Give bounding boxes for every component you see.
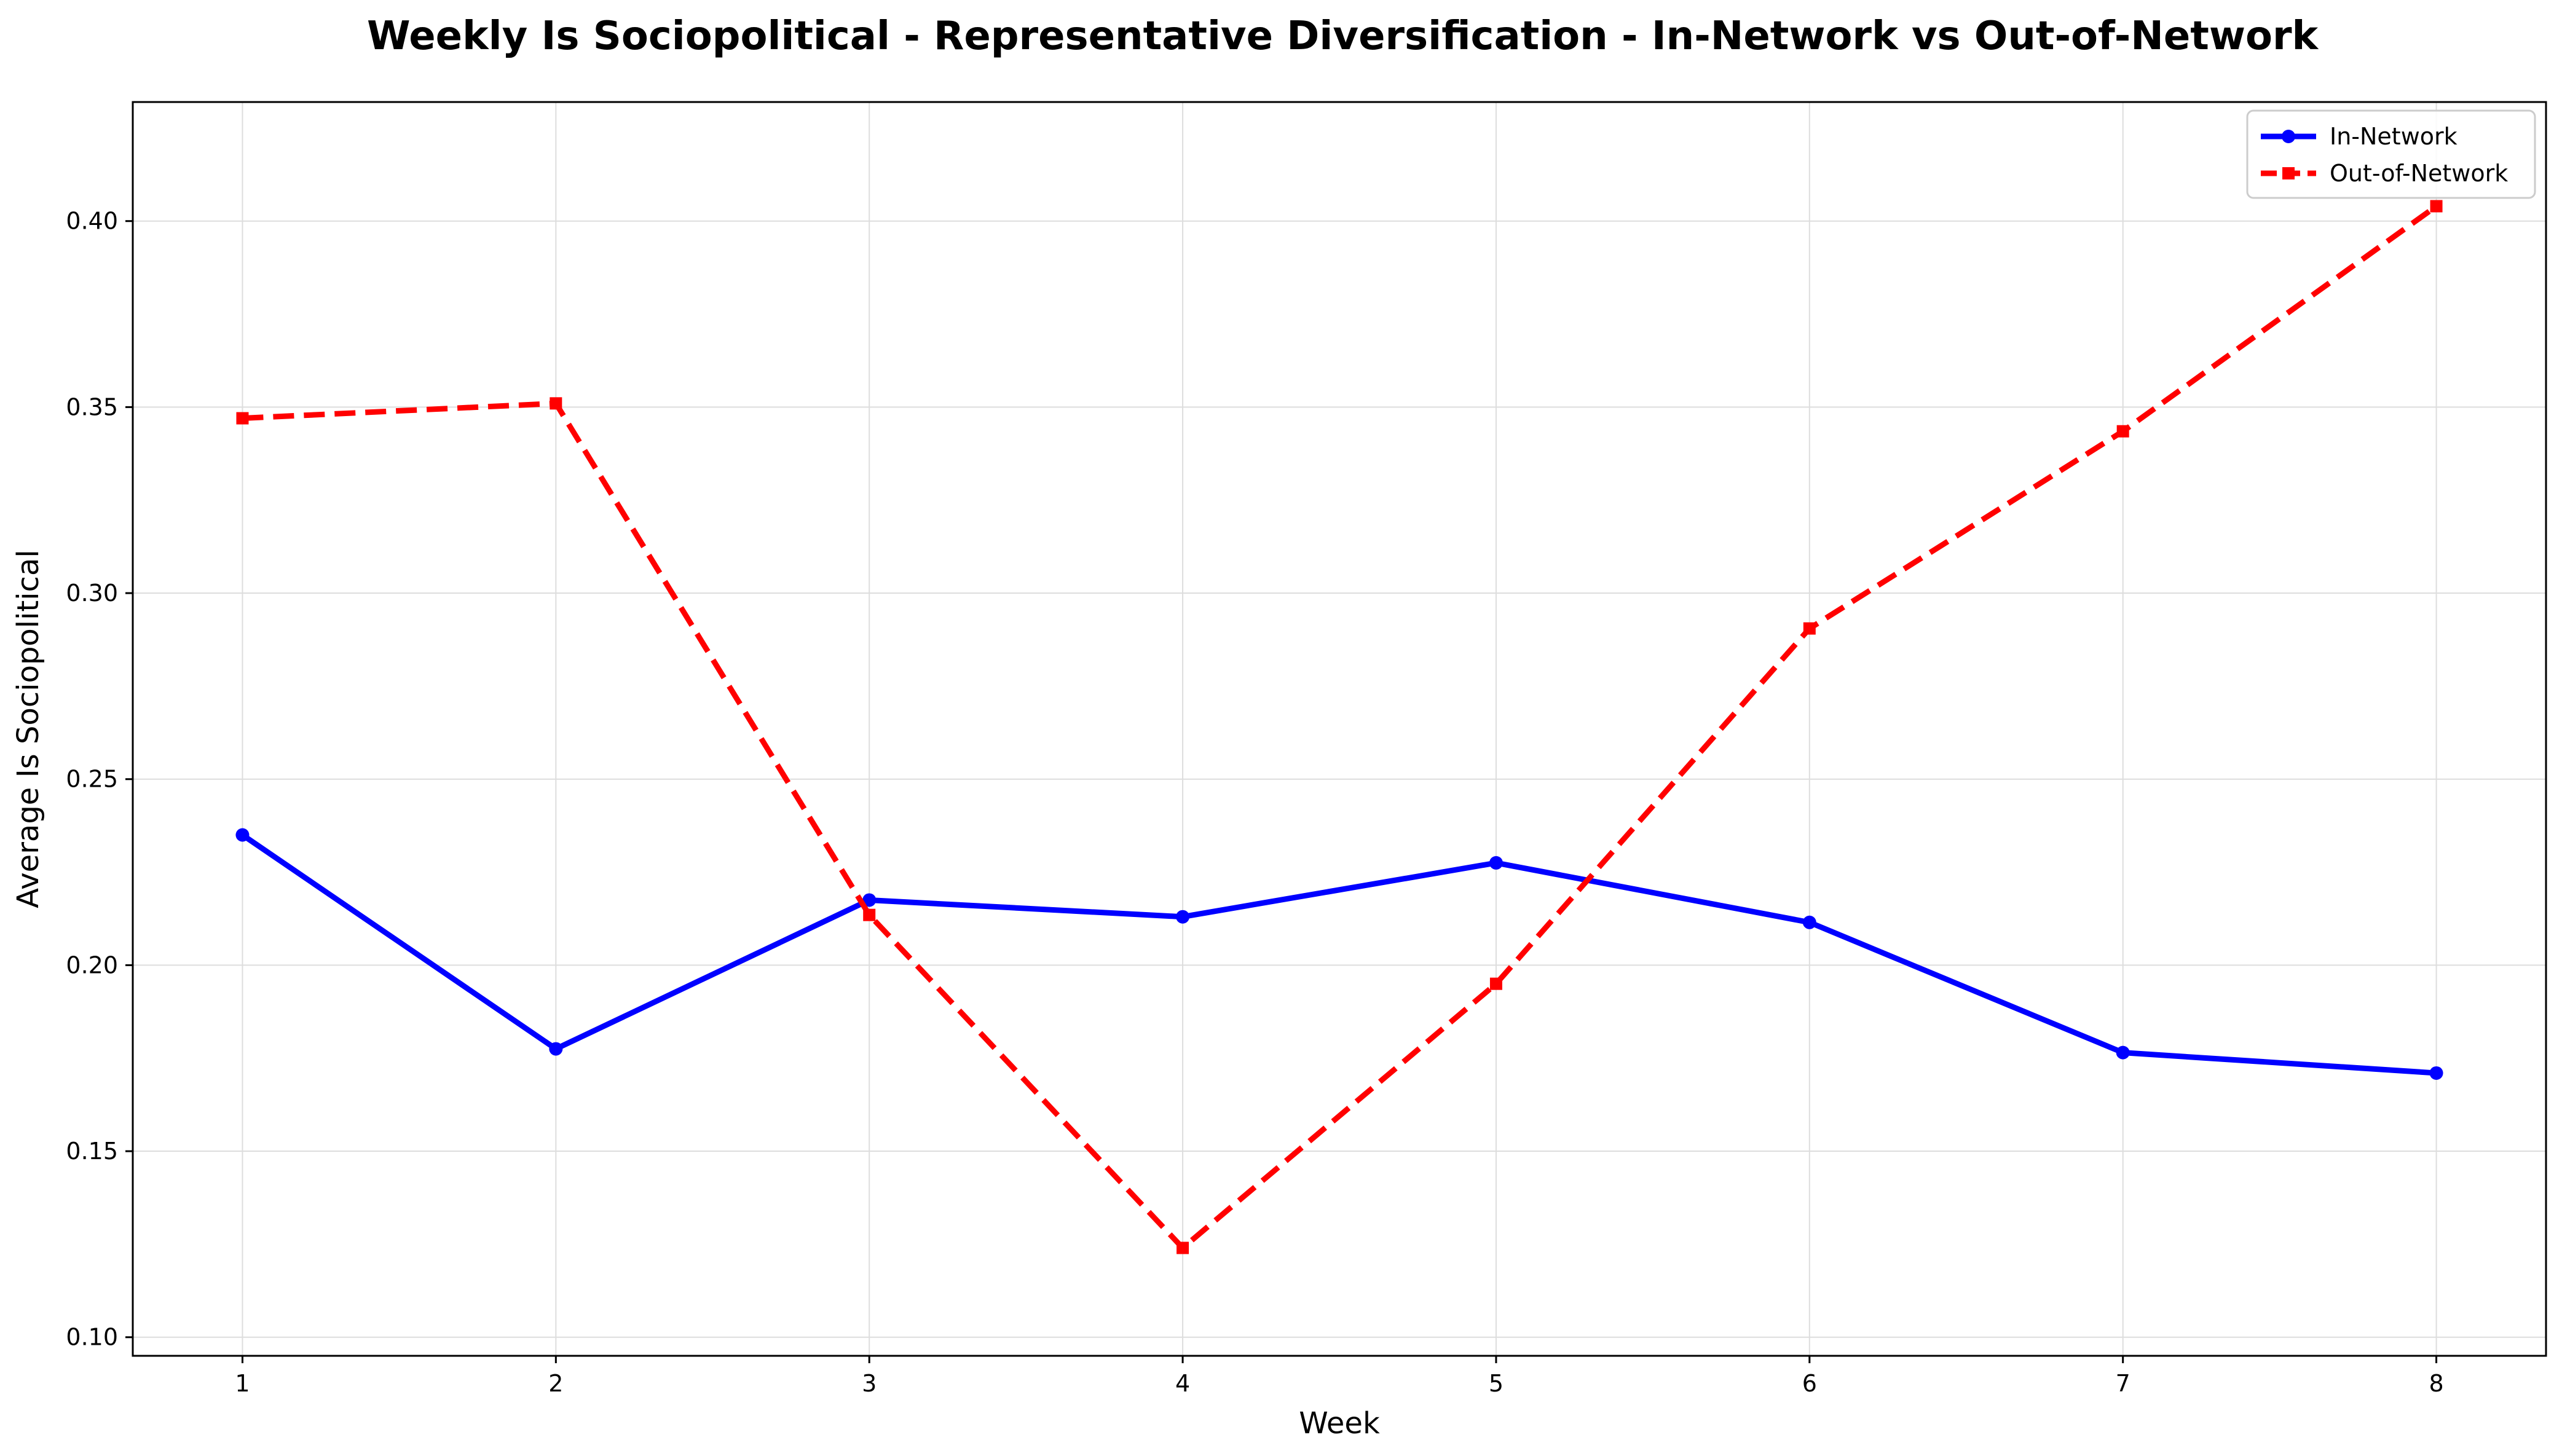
grid: [133, 102, 2546, 1356]
x-tick-label: 3: [862, 1370, 877, 1397]
x-tick-label: 6: [1802, 1370, 1817, 1397]
y-tick-label: 0.25: [66, 766, 118, 793]
data-point-marker: [2429, 1066, 2443, 1080]
series-line-1: [242, 203, 2438, 1251]
data-point-marker: [1489, 856, 1503, 870]
legend-box: [2246, 109, 2536, 199]
legend-swatch-marker: [2282, 167, 2295, 179]
plot-frame: [132, 101, 2547, 1357]
data-point-marker: [235, 828, 250, 842]
x-axis-label: Week: [1299, 1406, 1380, 1441]
x-tick-label: 7: [2116, 1370, 2130, 1397]
data-point-marker: [549, 1042, 563, 1056]
data-point-marker: [2430, 200, 2443, 213]
y-tick-label: 0.15: [66, 1138, 118, 1165]
legend-swatch-marker: [2282, 130, 2295, 143]
data-point-marker: [1802, 915, 1816, 929]
chart-title: Weekly Is Sociopolitical - Representativ…: [367, 14, 2319, 59]
y-tick-label: 0.10: [66, 1324, 118, 1351]
x-tick-label: 1: [235, 1370, 250, 1397]
data-point-marker: [2116, 1045, 2130, 1060]
series-line-0: [240, 832, 2437, 1076]
x-tick-label: 5: [1489, 1370, 1504, 1397]
data-point-marker: [236, 412, 249, 425]
x-tick-label: 4: [1175, 1370, 1190, 1397]
legend-entry-label: Out-of-Network: [2330, 160, 2508, 187]
legend: In-Network Out-of-Network: [2246, 109, 2536, 199]
y-tick-label: 0.30: [66, 580, 118, 607]
series-layer: [235, 200, 2443, 1254]
axis-ticks: 1 2 3 4 5 6 7 8 0.10 0.15 0.20 0.25 0.30 0.35 0.40: [66, 208, 2443, 1397]
data-point-marker: [1803, 622, 1816, 635]
legend-entry-label: In-Network: [2330, 123, 2458, 150]
data-point-marker: [1489, 977, 1502, 990]
y-tick-label: 0.35: [66, 393, 118, 420]
data-point-marker: [1176, 910, 1190, 924]
y-axis-label: Average Is Sociopolitical: [11, 549, 45, 908]
data-point-marker: [862, 893, 877, 907]
x-tick-label: 8: [2429, 1370, 2443, 1397]
data-point-marker: [863, 908, 876, 921]
data-point-marker: [2116, 425, 2129, 438]
x-tick-label: 2: [548, 1370, 563, 1397]
y-tick-label: 0.20: [66, 951, 118, 978]
data-point-marker: [1177, 1242, 1189, 1254]
data-point-marker: [550, 397, 562, 410]
y-tick-label: 0.40: [66, 208, 118, 235]
